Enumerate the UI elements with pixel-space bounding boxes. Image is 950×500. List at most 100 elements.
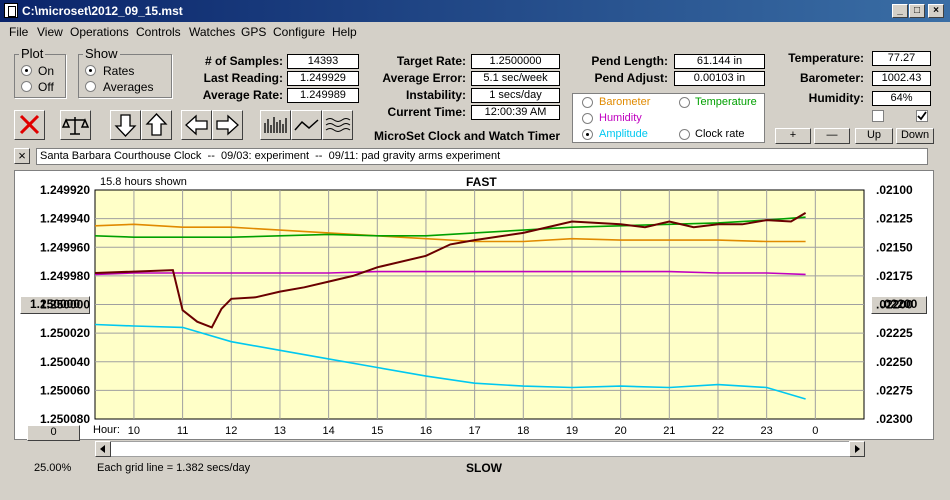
menu-gps[interactable]: GPS bbox=[241, 25, 267, 39]
app-icon[interactable] bbox=[4, 3, 18, 18]
show-rates-label: Rates bbox=[103, 64, 135, 78]
menu-configure[interactable]: Configure bbox=[273, 25, 326, 39]
x-tick-label: 22 bbox=[712, 425, 724, 437]
series-line-2 bbox=[94, 270, 806, 276]
y-tick-right: .02200 bbox=[876, 298, 913, 312]
x-tick-label: 14 bbox=[322, 425, 334, 437]
menu-controls[interactable]: Controls bbox=[136, 25, 181, 39]
humidity-label: Humidity: bbox=[808, 91, 864, 105]
center-rate-button[interactable]: 1.250000 bbox=[20, 296, 90, 314]
arrow-up-button[interactable] bbox=[141, 110, 172, 140]
y-tick-right: .02250 bbox=[876, 355, 913, 369]
show-rates-radio[interactable] bbox=[85, 65, 96, 76]
plot-on-label: On bbox=[38, 64, 55, 78]
y-tick-left: 1.250040 bbox=[40, 355, 90, 369]
y-tick-left: 1.250000 bbox=[40, 298, 90, 312]
x-tick-label: 23 bbox=[761, 425, 773, 437]
fast-label: FAST bbox=[466, 175, 497, 189]
right-center-button[interactable]: .02200 bbox=[871, 296, 927, 314]
y-tick-right: .02275 bbox=[876, 383, 913, 397]
stop-button[interactable] bbox=[14, 110, 45, 140]
y-tick-left: 1.250060 bbox=[40, 383, 90, 397]
plot-off-label: Off bbox=[38, 80, 54, 94]
y-tick-right: .02150 bbox=[876, 240, 913, 254]
env-plus-button[interactable]: + bbox=[775, 128, 811, 144]
window-title: C:\microset\2012_09_15.mst bbox=[22, 4, 183, 18]
env-minus-button[interactable]: — bbox=[814, 128, 850, 144]
sensor-amplitude-radio[interactable] bbox=[582, 129, 593, 140]
line-view-button[interactable] bbox=[291, 110, 322, 140]
bars-view-button[interactable] bbox=[260, 110, 291, 140]
last-reading-field: 1.249929 bbox=[287, 71, 359, 86]
samples-label: # of Samples: bbox=[204, 54, 283, 68]
bars-icon bbox=[264, 117, 287, 133]
checkmark-icon bbox=[917, 111, 927, 121]
arrow-right-button[interactable] bbox=[212, 110, 243, 140]
current-time-label: Current Time: bbox=[387, 105, 466, 119]
pend-length-field: 61.144 in bbox=[674, 54, 765, 69]
sensor-clockrate-radio[interactable] bbox=[679, 129, 690, 140]
target-rate-label: Target Rate: bbox=[396, 54, 466, 68]
minimize-button[interactable]: _ bbox=[892, 4, 908, 18]
env-checkbox-1[interactable] bbox=[872, 110, 884, 122]
sensor-clockrate-label: Clock rate bbox=[695, 128, 745, 140]
balance-button[interactable] bbox=[60, 110, 91, 140]
menu-view[interactable]: View bbox=[37, 25, 63, 39]
y-tick-right: .02100 bbox=[876, 183, 913, 197]
slow-label: SLOW bbox=[466, 461, 502, 475]
pend-adjust-field: 0.00103 in bbox=[674, 71, 765, 86]
sensor-temperature-radio[interactable] bbox=[679, 97, 690, 108]
plot-off-radio[interactable] bbox=[21, 81, 32, 92]
x-tick-label: 19 bbox=[566, 425, 578, 437]
sensor-humidity-radio[interactable] bbox=[582, 113, 593, 124]
scroll-left-button[interactable] bbox=[95, 441, 111, 457]
y-tick-left: 1.249940 bbox=[40, 212, 90, 226]
maximize-button[interactable]: □ bbox=[909, 4, 925, 18]
y-tick-left: 1.249920 bbox=[40, 183, 90, 197]
menu-bar: File View Operations Controls Watches GP… bbox=[0, 22, 950, 42]
average-rate-label: Average Rate: bbox=[202, 88, 283, 102]
red-x-icon bbox=[19, 114, 40, 135]
wave-view-button[interactable] bbox=[322, 110, 353, 140]
sensor-barometer-radio[interactable] bbox=[582, 97, 593, 108]
menu-help[interactable]: Help bbox=[332, 25, 357, 39]
menu-operations[interactable]: Operations bbox=[70, 25, 129, 39]
line-icon bbox=[294, 119, 319, 131]
scroll-thumb[interactable] bbox=[111, 442, 849, 456]
arrow-down-button[interactable] bbox=[110, 110, 141, 140]
x-tick-label: 16 bbox=[420, 425, 432, 437]
series-line-0 bbox=[94, 223, 806, 243]
notes-field[interactable]: Santa Barbara Courthouse Clock -- 09/03:… bbox=[36, 148, 928, 165]
close-window-button[interactable]: × bbox=[928, 4, 944, 18]
show-averages-label: Averages bbox=[103, 80, 154, 94]
notes-close-button[interactable]: × bbox=[14, 148, 30, 164]
target-rate-field[interactable]: 1.2500000 bbox=[471, 54, 560, 69]
y-tick-right: .02175 bbox=[876, 269, 913, 283]
arrow-up-icon bbox=[145, 113, 168, 136]
arrow-left-button[interactable] bbox=[181, 110, 212, 140]
y-tick-left: 1.250020 bbox=[40, 326, 90, 340]
env-up-button[interactable]: Up bbox=[855, 128, 893, 144]
temperature-field: 77.27 bbox=[872, 51, 931, 66]
x-axis-label: Hour: bbox=[93, 424, 120, 436]
scroll-right-button[interactable] bbox=[849, 441, 865, 457]
series-line-1 bbox=[94, 216, 806, 238]
env-checkbox-2[interactable] bbox=[916, 110, 928, 122]
samples-field: 14393 bbox=[287, 54, 359, 69]
plot-on-radio[interactable] bbox=[21, 65, 32, 76]
menu-watches[interactable]: Watches bbox=[189, 25, 236, 39]
balance-scale-icon bbox=[61, 117, 90, 135]
show-averages-radio[interactable] bbox=[85, 81, 96, 92]
menu-file[interactable]: File bbox=[9, 25, 29, 39]
sensor-barometer-label: Barometer bbox=[599, 96, 651, 108]
instability-field: 1 secs/day bbox=[471, 88, 560, 103]
sensor-temperature-label: Temperature bbox=[695, 96, 757, 108]
temperature-label: Temperature: bbox=[788, 51, 864, 65]
current-time-field: 12:00:39 AM bbox=[471, 105, 560, 120]
env-down-button[interactable]: Down bbox=[896, 128, 934, 144]
instability-label: Instability: bbox=[405, 88, 466, 102]
arrow-down-icon bbox=[114, 114, 137, 137]
average-error-label: Average Error: bbox=[382, 71, 466, 85]
x-reset-button[interactable]: 0 bbox=[27, 425, 80, 441]
